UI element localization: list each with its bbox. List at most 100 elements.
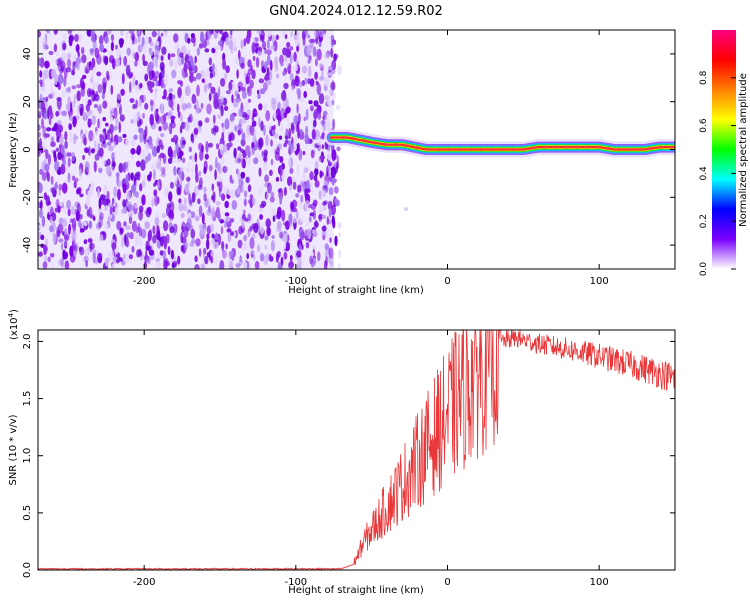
x-tick-label: 0 — [444, 577, 450, 588]
noise-blob — [247, 98, 251, 103]
noise-blob — [135, 150, 141, 155]
noise-blob — [50, 136, 55, 143]
noise-blob — [164, 187, 169, 198]
noise-blob — [321, 214, 326, 220]
x-tick-label: -200 — [133, 276, 156, 287]
noise-blob — [42, 70, 47, 82]
ridge-segment — [647, 147, 654, 150]
noise-blob — [280, 107, 286, 120]
noise-blob — [162, 154, 167, 164]
noise-blob — [194, 55, 197, 64]
noise-blob — [306, 137, 310, 145]
noise-blob — [212, 62, 215, 72]
noise-blob — [225, 90, 231, 95]
noise-blob — [173, 33, 179, 43]
noise-blob — [221, 35, 226, 41]
noise-blob — [120, 88, 125, 96]
noise-blob — [258, 137, 264, 148]
noise-blob — [104, 35, 109, 44]
noise-blob — [198, 248, 202, 257]
noise-blob — [326, 99, 332, 106]
colorbar-tick-label: 0.4 — [699, 166, 709, 181]
colorbar-ticks: 0.0 0.2 0.4 0.6 0.8 — [699, 70, 736, 276]
noise-blob — [71, 151, 75, 162]
noise-blob — [140, 159, 146, 171]
noise-blob — [243, 261, 248, 269]
noise-blob — [210, 238, 216, 247]
noise-blob — [94, 130, 99, 137]
noise-blob — [209, 72, 213, 79]
noise-blob — [154, 195, 159, 207]
noise-blob — [296, 164, 300, 177]
noise-blob — [221, 131, 225, 142]
noise-blob — [82, 74, 87, 80]
noise-blob — [310, 202, 317, 211]
noise-blob — [321, 144, 324, 150]
noise-blob — [289, 184, 292, 191]
noise-blob — [193, 76, 197, 82]
colorbar-label: Normalized spectral amplitude — [738, 73, 749, 227]
noise-blob — [160, 133, 165, 138]
noise-blob — [99, 43, 104, 53]
noise-blob — [51, 91, 55, 98]
noise-blob — [176, 187, 181, 195]
noise-blob — [236, 186, 241, 195]
noise-blob — [239, 255, 242, 263]
noise-blob — [137, 44, 143, 53]
noise-blob — [134, 235, 139, 248]
noise-blob — [208, 92, 212, 102]
noise-blob — [289, 53, 293, 65]
ridge-segment — [584, 145, 590, 149]
frequency-ridge — [324, 129, 675, 158]
noise-blob — [197, 120, 203, 127]
noise-blob — [172, 156, 177, 164]
noise-blob — [274, 56, 279, 68]
noise-blob — [286, 41, 291, 48]
noise-blob — [131, 245, 135, 253]
noise-blob — [299, 130, 305, 140]
noise-blob — [93, 140, 97, 152]
ridge-segment — [477, 148, 484, 151]
noise-blob — [155, 258, 160, 263]
ridge-segment — [435, 148, 442, 151]
noise-blob — [163, 74, 168, 86]
noise-blob — [306, 45, 312, 56]
noise-blob — [268, 254, 272, 262]
noise-blob — [53, 150, 57, 159]
noise-blob — [124, 233, 127, 244]
noise-blob — [308, 65, 312, 78]
noise-blob — [102, 82, 107, 94]
noise-blob — [313, 108, 319, 119]
noise-blob — [48, 50, 54, 56]
noise-blob — [266, 30, 273, 37]
x-tick-label: -100 — [284, 577, 307, 588]
snr-x-label: Height of straight line (km) — [288, 585, 424, 596]
noise-blob — [204, 117, 210, 123]
noise-blob — [38, 57, 41, 67]
noise-blob — [45, 96, 49, 103]
noise-blob — [215, 201, 221, 206]
noise-blob — [283, 143, 288, 148]
noise-blob — [83, 111, 87, 122]
noise-blob — [84, 249, 88, 256]
colorbar-gradient — [712, 30, 736, 269]
noise-blob — [149, 113, 154, 126]
noise-blob — [42, 261, 48, 269]
noise-blob — [68, 123, 73, 131]
noise-blob — [57, 73, 64, 85]
noise-blob — [111, 242, 117, 250]
noise-blob — [283, 186, 287, 196]
noise-blob — [113, 125, 118, 131]
noise-blob — [325, 120, 331, 131]
noise-blob — [300, 231, 305, 241]
ridge-segment — [541, 145, 548, 149]
noise-blob — [324, 76, 330, 87]
noise-blob — [204, 153, 209, 160]
noise-blob — [335, 104, 341, 111]
noise-blob — [309, 105, 314, 112]
noise-blob — [39, 57, 45, 68]
noise-blob — [328, 207, 332, 218]
noise-blob — [176, 158, 182, 164]
noise-blob — [67, 86, 71, 93]
noise-blob — [279, 164, 284, 176]
